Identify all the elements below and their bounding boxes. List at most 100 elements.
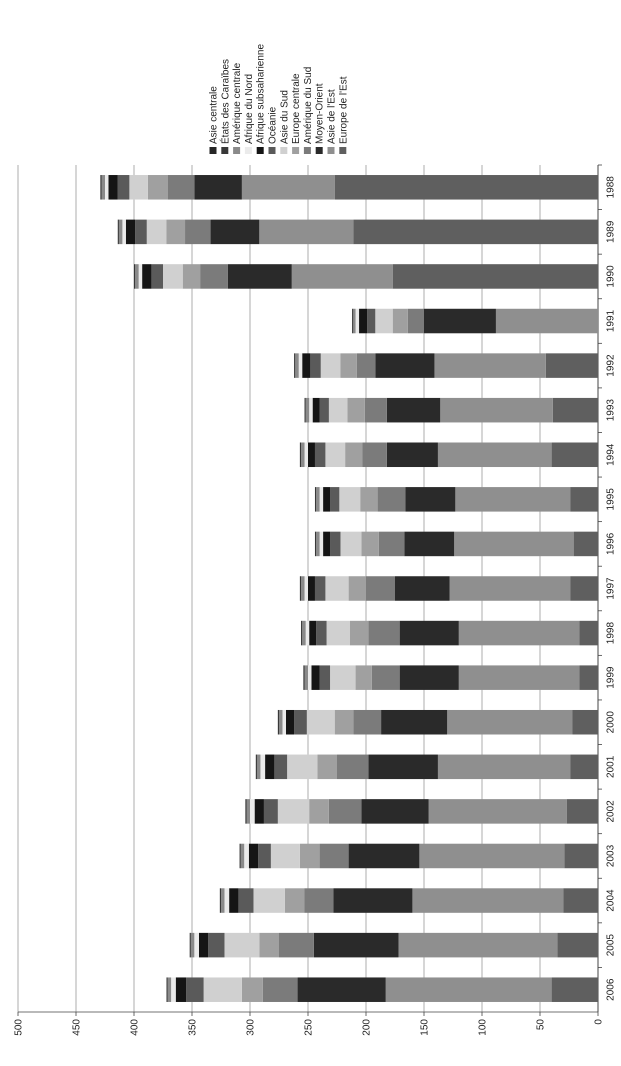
x-tick-label: 0	[594, 1019, 605, 1025]
bar-segment-2006-9	[167, 977, 172, 1002]
bar-segment-2001-1	[437, 754, 571, 780]
bar-segment-1988-8	[105, 175, 109, 200]
bar-segment-1988-1	[241, 175, 335, 200]
bar-segment-1996-3	[378, 531, 405, 557]
bar-segment-2002-1	[428, 799, 567, 824]
legend-label: Moyen-Orient	[315, 83, 326, 144]
category-label: 2004	[606, 889, 617, 912]
bar-segment-1994-5	[325, 442, 346, 468]
bar-segment-1992-9	[295, 353, 299, 378]
bar-segment-2003-8	[244, 843, 249, 869]
bar-segment-2003-10	[239, 843, 241, 869]
bar-segment-1999-8	[308, 665, 312, 690]
bar-segment-2005-1	[398, 932, 558, 958]
bar-segment-1992-4	[340, 353, 357, 378]
bar-segment-2004-6	[238, 888, 254, 913]
bar-segment-1998-5	[326, 620, 350, 646]
bar-segment-2006-3	[262, 977, 298, 1002]
bar-segment-1995-8	[319, 487, 324, 512]
bar-segment-1996-2	[404, 531, 455, 557]
legend-swatch	[221, 147, 229, 154]
legend-label: Asie de l'Est	[327, 89, 338, 144]
x-tick-label: 250	[304, 1019, 315, 1036]
bar-segment-1993-5	[328, 397, 348, 423]
category-label: 1999	[606, 666, 617, 689]
bar-segment-2001-3	[337, 754, 369, 780]
bar-segment-1997-2	[395, 576, 450, 601]
bar-segment-1995-3	[377, 487, 406, 512]
bar-segment-1999-7	[311, 665, 320, 690]
bar-segment-2001-7	[265, 754, 275, 780]
bar-segment-1994-1	[437, 442, 552, 468]
legend-swatch	[268, 147, 276, 154]
bar-segment-2002-0	[566, 799, 598, 824]
bar-segment-2006-10	[166, 977, 168, 1002]
legend-swatch	[315, 147, 323, 154]
bars	[100, 175, 598, 1002]
legend-swatch	[256, 147, 264, 154]
bar-segment-1990-4	[182, 264, 201, 289]
category-label: 1998	[606, 622, 617, 645]
bar-segment-1991-2	[424, 308, 496, 334]
bar-segment-1996-9	[316, 531, 320, 557]
bar-segment-1990-1	[291, 264, 393, 289]
bar-segment-2005-7	[198, 932, 209, 958]
legend-swatch	[303, 147, 311, 154]
legend-swatch	[280, 147, 288, 154]
bar-segment-1996-8	[319, 531, 324, 557]
bar-segment-1998-3	[368, 620, 400, 646]
category-label: 1992	[606, 354, 617, 377]
bar-segment-2004-3	[304, 888, 334, 913]
bar-segment-1999-9	[304, 665, 308, 690]
bar-segment-1998-2	[399, 620, 459, 646]
bar-segment-1989-0	[353, 219, 598, 245]
bar-segment-1998-7	[309, 620, 317, 646]
category-label: 1990	[606, 265, 617, 288]
bar-segment-1993-3	[364, 397, 387, 423]
bar-segment-1992-10	[294, 353, 296, 378]
bar-segment-1993-0	[552, 397, 598, 423]
bar-segment-1990-10	[134, 264, 136, 289]
bar-segment-1988-2	[194, 175, 242, 200]
bar-segment-2001-4	[317, 754, 337, 780]
bar-segment-1988-7	[108, 175, 118, 200]
bar-segment-2004-7	[229, 888, 239, 913]
bar-segment-2002-8	[250, 799, 255, 824]
bar-segment-1999-3	[371, 665, 400, 690]
bar-segment-2004-0	[563, 888, 598, 913]
bar-segment-2006-2	[297, 977, 386, 1002]
bar-segment-1991-10	[352, 308, 354, 334]
bar-segment-2006-6	[186, 977, 204, 1002]
bar-segment-1989-3	[185, 219, 211, 245]
bar-segment-1996-0	[573, 531, 598, 557]
bar-segment-1997-6	[314, 576, 326, 601]
bar-segment-2005-8	[194, 932, 199, 958]
bar-segment-1998-1	[458, 620, 580, 646]
bar-segment-1989-1	[259, 219, 354, 245]
bar-segment-1991-3	[407, 308, 424, 334]
bar-segment-1998-0	[579, 620, 598, 646]
bar-segment-1992-5	[320, 353, 341, 378]
bar-segment-1988-5	[129, 175, 148, 200]
legend-label: Afrique du Nord	[244, 74, 255, 144]
bar-segment-2000-9	[279, 709, 283, 735]
bar-segment-1993-1	[440, 397, 553, 423]
bar-segment-1990-8	[138, 264, 143, 289]
bar-segment-2006-7	[175, 977, 187, 1002]
bar-segment-1991-8	[355, 308, 360, 334]
category-label: 1988	[606, 176, 617, 199]
bar-segment-1989-10	[117, 219, 119, 245]
bar-segment-1995-7	[323, 487, 331, 512]
category-label: 1995	[606, 488, 617, 511]
bar-segment-1993-2	[386, 397, 441, 423]
bar-segment-2005-6	[208, 932, 225, 958]
bar-segment-1996-5	[340, 531, 362, 557]
bar-segment-1988-9	[101, 175, 105, 200]
legend-label: Europe de l'Est	[338, 76, 349, 144]
category-label: 2002	[606, 800, 617, 823]
category-label: 1996	[606, 532, 617, 555]
legend-label: Asie centrale	[209, 86, 220, 144]
bar-segment-1991-7	[359, 308, 368, 334]
bar-segment-2003-4	[299, 843, 320, 869]
category-label: 2001	[606, 755, 617, 778]
